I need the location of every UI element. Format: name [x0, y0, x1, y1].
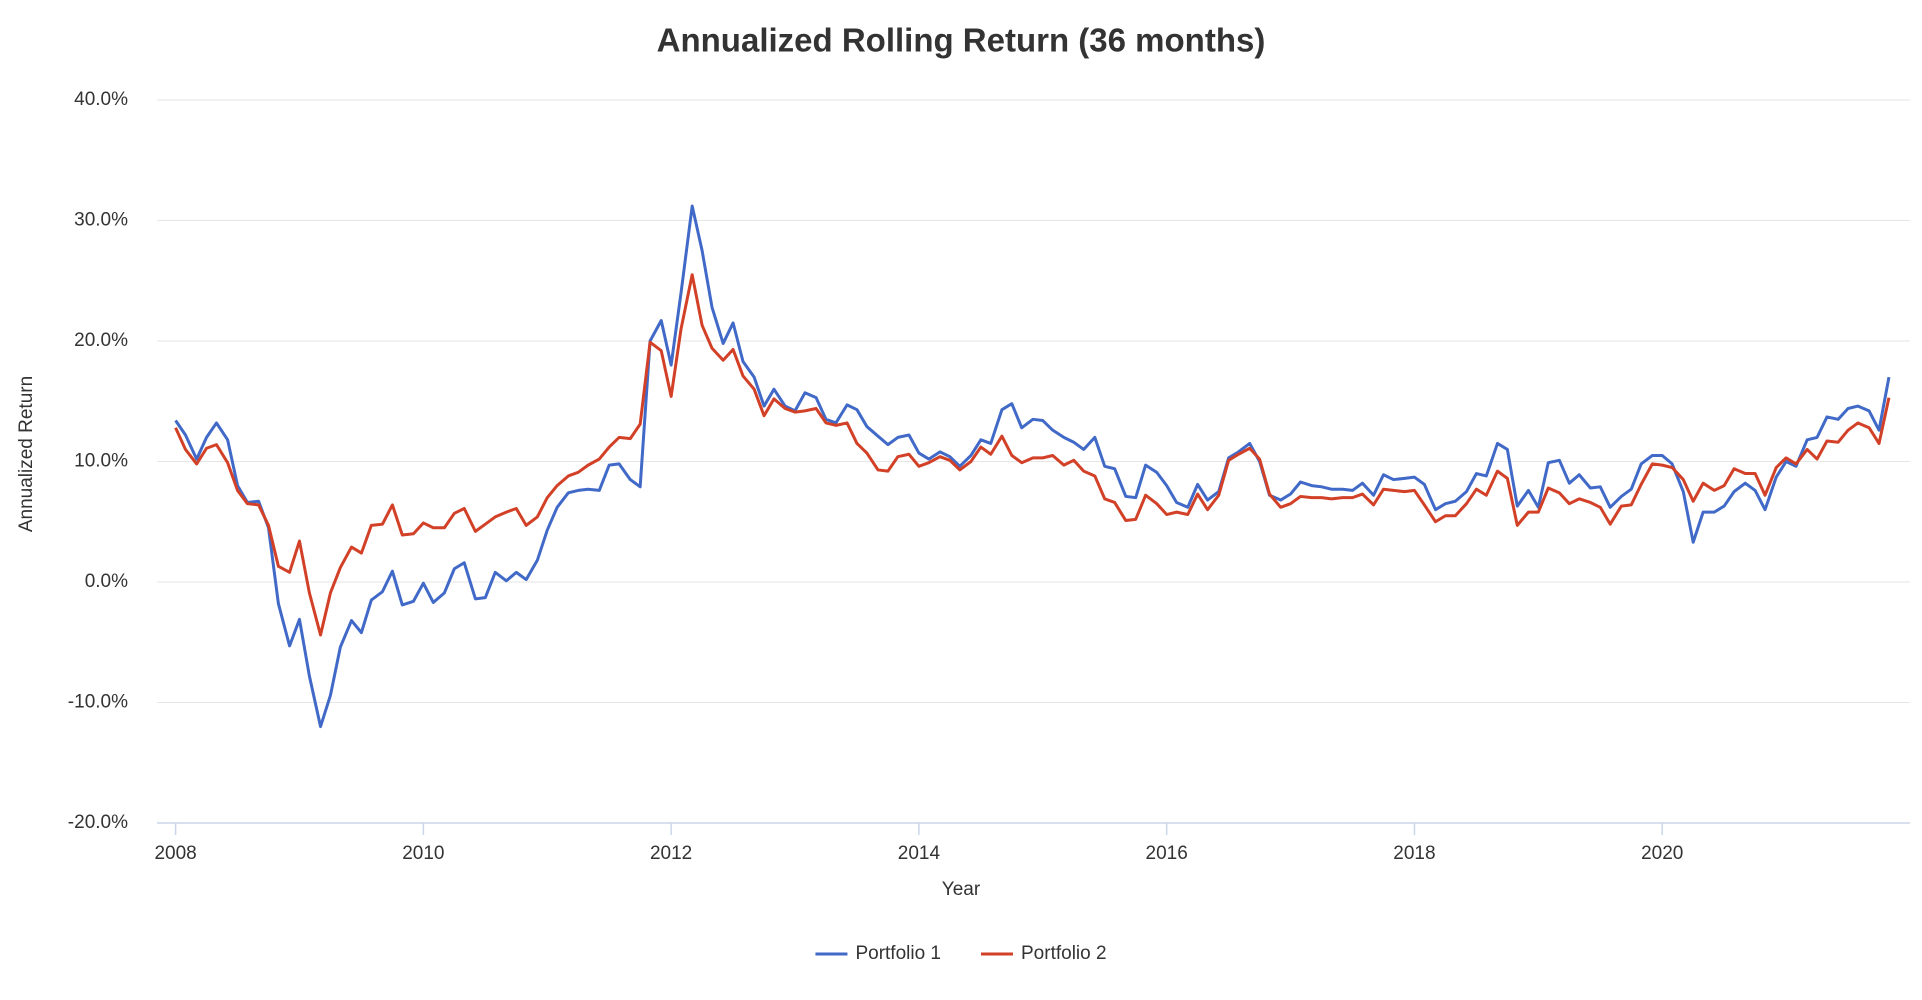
x-tick-label: 2012 [650, 843, 692, 864]
x-tick-label: 2016 [1146, 843, 1188, 864]
series-line [174, 204, 1891, 729]
x-tick-label: 2014 [898, 843, 941, 864]
series-line [174, 273, 1891, 637]
x-tick-label: 2020 [1641, 843, 1683, 864]
x-tick-label: 2008 [154, 843, 196, 864]
y-tick-label: -10.0% [68, 692, 128, 713]
y-tick-label: 20.0% [74, 330, 128, 351]
x-axis-title: Year [942, 879, 981, 900]
y-tick-label: 30.0% [74, 210, 128, 231]
chart-title: Annualized Rolling Return (36 months) [657, 22, 1266, 59]
x-tick-label: 2010 [402, 843, 444, 864]
x-tick-label: 2018 [1393, 843, 1435, 864]
legend-label: Portfolio 2 [1021, 943, 1107, 964]
y-tick-label: 10.0% [74, 451, 128, 472]
y-tick-label: 0.0% [85, 571, 128, 592]
y-tick-label: 40.0% [74, 89, 128, 110]
y-tick-label: -20.0% [68, 812, 128, 833]
y-axis-title: Annualized Return [16, 376, 37, 532]
legend-label: Portfolio 1 [855, 943, 941, 964]
